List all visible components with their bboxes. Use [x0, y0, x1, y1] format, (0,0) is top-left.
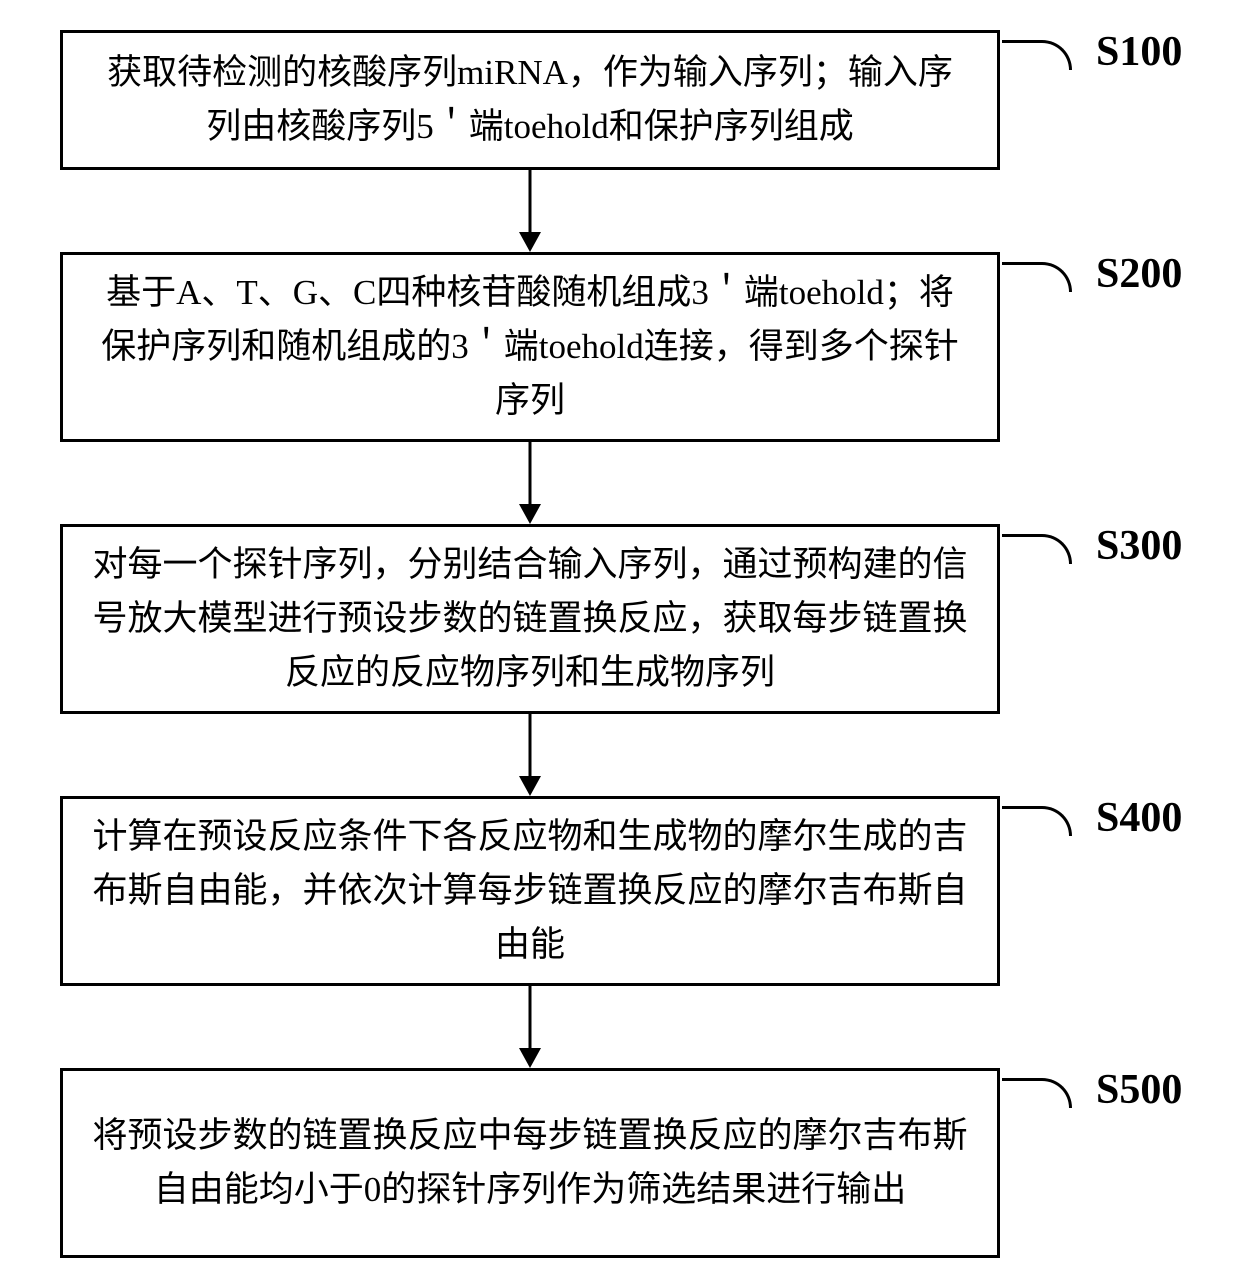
flow-step-box: 计算在预设反应条件下各反应物和生成物的摩尔生成的吉布斯自由能，并依次计算每步链置… — [60, 796, 1000, 986]
flow-step-text: 基于A、T、G、C四种核苷酸随机组成3＇端toehold；将保护序列和随机组成的… — [91, 266, 969, 429]
flow-step-text: 对每一个探针序列，分别结合输入序列，通过预构建的信号放大模型进行预设步数的链置换… — [91, 538, 969, 701]
label-connector — [1002, 40, 1072, 70]
flow-step-label: S100 — [1096, 28, 1182, 76]
label-connector — [1002, 806, 1072, 836]
flow-step-box: 获取待检测的核酸序列miRNA，作为输入序列；输入序列由核酸序列5＇端toeho… — [60, 30, 1000, 170]
flow-step-label: S500 — [1096, 1066, 1182, 1114]
flow-step-text: 计算在预设反应条件下各反应物和生成物的摩尔生成的吉布斯自由能，并依次计算每步链置… — [91, 810, 969, 973]
flowchart-container: 获取待检测的核酸序列miRNA，作为输入序列；输入序列由核酸序列5＇端toeho… — [0, 0, 1240, 1282]
arrow-head-icon — [519, 1048, 541, 1068]
arrow-line — [529, 714, 532, 776]
flow-step-box: 基于A、T、G、C四种核苷酸随机组成3＇端toehold；将保护序列和随机组成的… — [60, 252, 1000, 442]
label-connector — [1002, 534, 1072, 564]
arrow-head-icon — [519, 776, 541, 796]
arrow-line — [529, 442, 532, 504]
flow-step-label: S200 — [1096, 250, 1182, 298]
flow-step-box: 对每一个探针序列，分别结合输入序列，通过预构建的信号放大模型进行预设步数的链置换… — [60, 524, 1000, 714]
flow-step-box: 将预设步数的链置换反应中每步链置换反应的摩尔吉布斯自由能均小于0的探针序列作为筛… — [60, 1068, 1000, 1258]
flow-step-label: S400 — [1096, 794, 1182, 842]
arrow-line — [529, 170, 532, 232]
label-connector — [1002, 1078, 1072, 1108]
flow-step-text: 将预设步数的链置换反应中每步链置换反应的摩尔吉布斯自由能均小于0的探针序列作为筛… — [91, 1109, 969, 1218]
flow-step-text: 获取待检测的核酸序列miRNA，作为输入序列；输入序列由核酸序列5＇端toeho… — [91, 46, 969, 155]
label-connector — [1002, 262, 1072, 292]
flow-step-label: S300 — [1096, 522, 1182, 570]
arrow-head-icon — [519, 232, 541, 252]
arrow-head-icon — [519, 504, 541, 524]
arrow-line — [529, 986, 532, 1048]
